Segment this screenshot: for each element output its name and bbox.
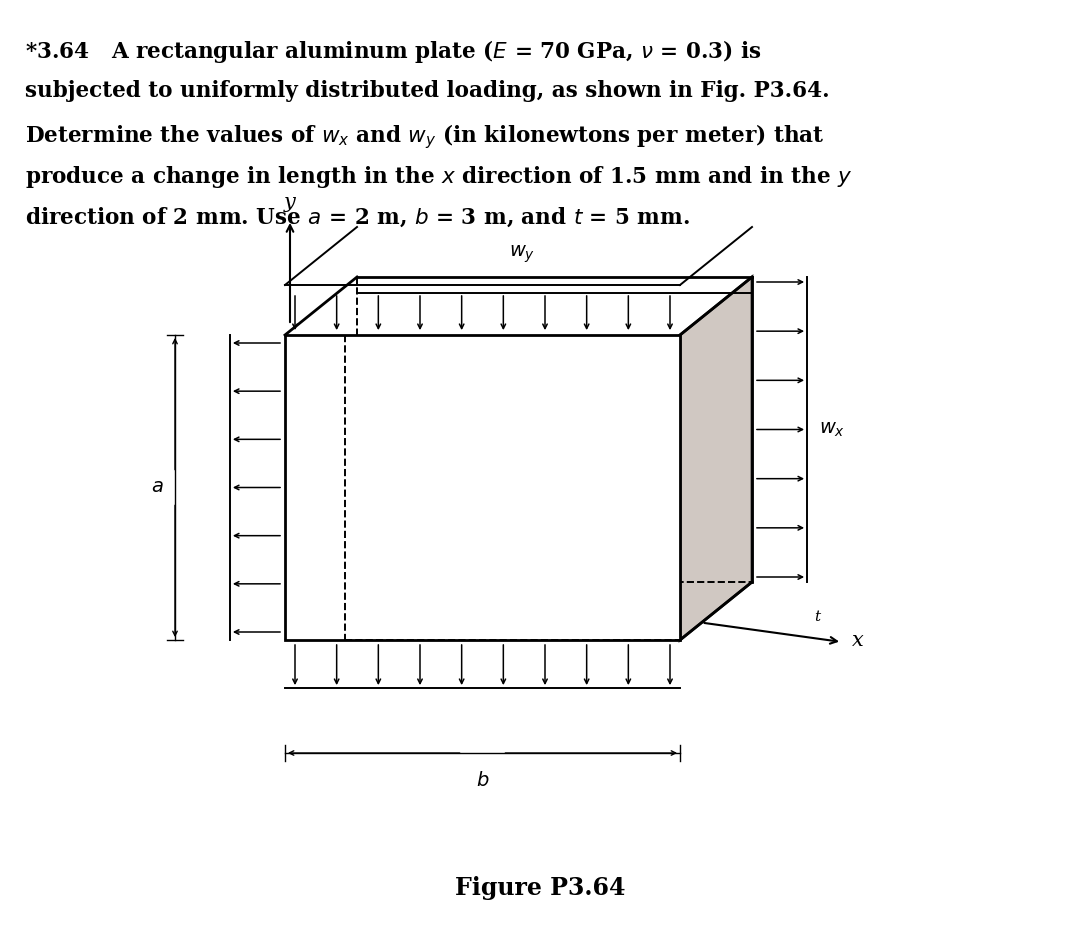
Text: $w_y$: $w_y$	[510, 244, 536, 265]
Text: y: y	[284, 193, 296, 212]
Text: $w_x$: $w_x$	[819, 421, 846, 439]
Text: Figure P3.64: Figure P3.64	[455, 876, 625, 900]
Text: $a$: $a$	[151, 479, 163, 496]
Text: produce a change in length in the $x$ direction of 1.5 mm and in the $y$: produce a change in length in the $x$ di…	[25, 164, 852, 190]
Text: x: x	[852, 631, 864, 649]
Polygon shape	[680, 277, 752, 640]
Polygon shape	[285, 335, 680, 640]
Text: Determine the values of $w_x$ and $w_y$ (in kilonewtons per meter) that: Determine the values of $w_x$ and $w_y$ …	[25, 122, 825, 151]
Text: subjected to uniformly distributed loading, as shown in Fig. P3.64.: subjected to uniformly distributed loadi…	[25, 80, 829, 102]
Text: t: t	[814, 610, 820, 624]
Text: *3.64   A rectangular aluminum plate ($E$ = 70 GPa, $\nu$ = 0.3) is: *3.64 A rectangular aluminum plate ($E$ …	[25, 38, 761, 65]
Text: direction of 2 mm. Use $a$ = 2 m, $b$ = 3 m, and $t$ = 5 mm.: direction of 2 mm. Use $a$ = 2 m, $b$ = …	[25, 206, 690, 230]
Text: $b$: $b$	[476, 771, 489, 790]
